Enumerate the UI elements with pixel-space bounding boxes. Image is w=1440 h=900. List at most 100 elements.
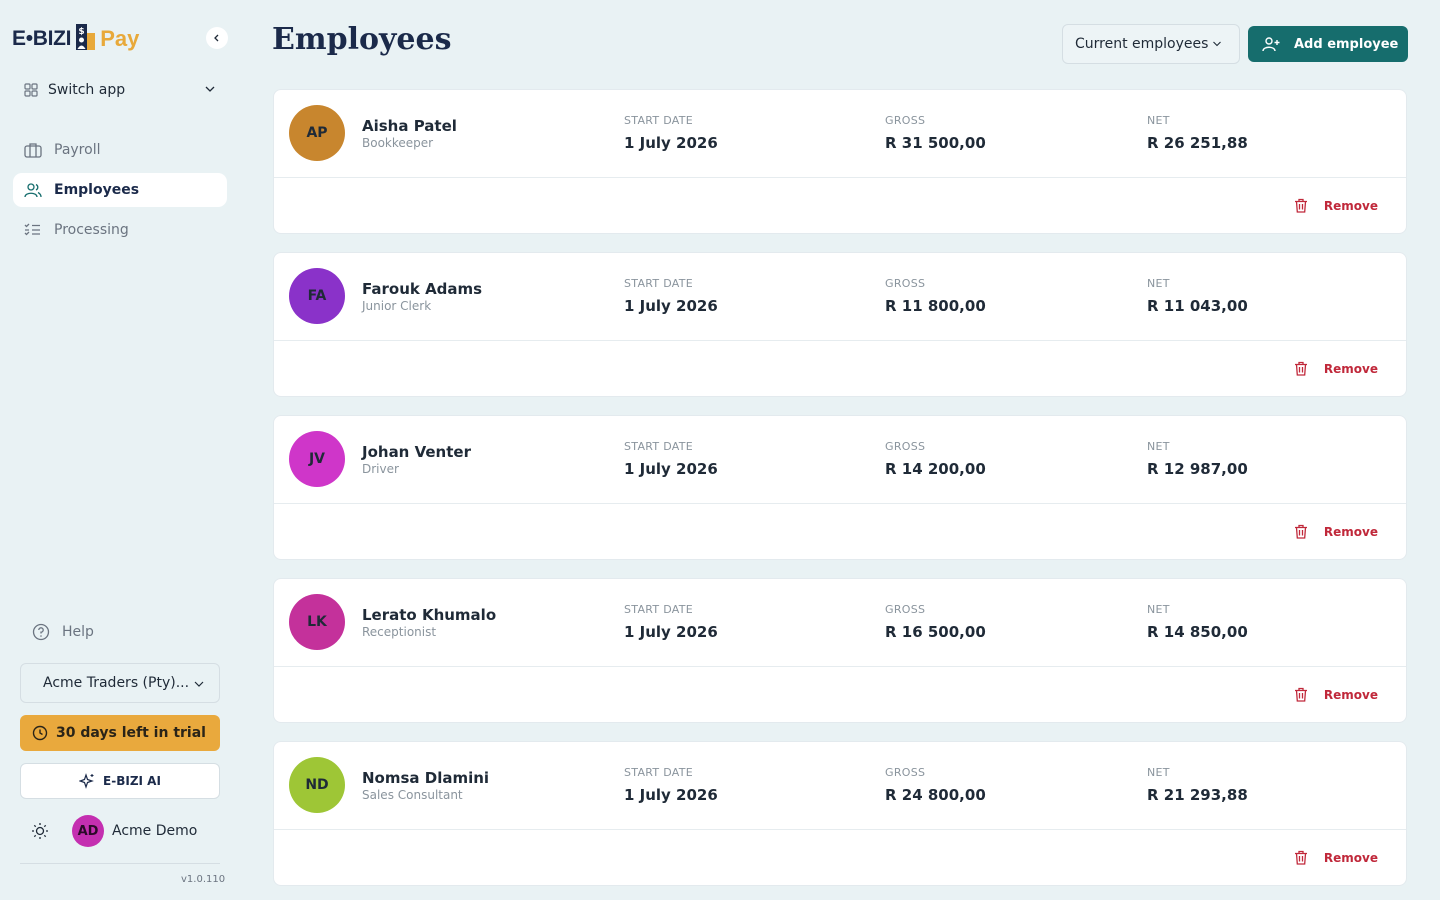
page-title: Employees bbox=[272, 22, 452, 57]
trash-icon bbox=[1294, 361, 1307, 376]
add-employee-label: Add employee bbox=[1294, 36, 1399, 52]
employee-role: Bookkeeper bbox=[362, 136, 434, 150]
employee-name: Nomsa Dlamini bbox=[362, 769, 490, 787]
avatar: LK bbox=[289, 594, 345, 650]
sparkles-icon bbox=[79, 773, 94, 789]
filter-value: Current employees bbox=[1075, 36, 1209, 52]
avatar: AP bbox=[289, 105, 345, 161]
employee-card-summary: LK Lerato Khumalo Receptionist START DAT… bbox=[274, 579, 1406, 667]
start-date-value: 1 July 2026 bbox=[624, 134, 718, 152]
avatar: JV bbox=[289, 431, 345, 487]
employee-list: AP Aisha Patel Bookkeeper START DATE 1 J… bbox=[273, 89, 1407, 900]
gross-label: GROSS bbox=[885, 766, 926, 779]
start-date-label: START DATE bbox=[624, 114, 694, 127]
employee-card[interactable]: FA Farouk Adams Junior Clerk START DATE … bbox=[273, 252, 1407, 397]
sun-icon bbox=[32, 823, 48, 839]
trial-status-button[interactable]: 30 days left in trial bbox=[20, 715, 220, 751]
brand-name: E•BIZI bbox=[12, 27, 72, 50]
employee-name: Aisha Patel bbox=[362, 117, 457, 135]
employee-card[interactable]: ND Nomsa Dlamini Sales Consultant START … bbox=[273, 741, 1407, 886]
sidebar: E•BIZI $ Pay Switch app bbox=[0, 0, 240, 900]
trash-icon bbox=[1294, 687, 1307, 702]
sidebar-nav: Payroll Employees Processing bbox=[13, 133, 227, 253]
gross-label: GROSS bbox=[885, 277, 926, 290]
gross-value: R 24 800,00 bbox=[885, 786, 986, 804]
ai-assistant-button[interactable]: E-BIZI AI bbox=[20, 763, 220, 799]
sidebar-item-processing[interactable]: Processing bbox=[13, 213, 227, 247]
switch-app-button[interactable]: Switch app bbox=[20, 78, 220, 102]
net-label: NET bbox=[1147, 440, 1170, 453]
remove-employee-button[interactable]: Remove bbox=[1294, 524, 1378, 539]
remove-employee-button[interactable]: Remove bbox=[1294, 198, 1378, 213]
employee-name: Johan Venter bbox=[362, 443, 471, 461]
employee-card[interactable]: AP Aisha Patel Bookkeeper START DATE 1 J… bbox=[273, 89, 1407, 234]
avatar: ND bbox=[289, 757, 345, 813]
remove-label: Remove bbox=[1323, 361, 1378, 376]
remove-employee-button[interactable]: Remove bbox=[1294, 850, 1378, 865]
chevron-left-icon bbox=[214, 34, 219, 42]
remove-employee-button[interactable]: Remove bbox=[1294, 687, 1378, 702]
start-date-value: 1 July 2026 bbox=[624, 786, 718, 804]
start-date-value: 1 July 2026 bbox=[624, 460, 718, 478]
clock-icon bbox=[32, 725, 48, 741]
net-label: NET bbox=[1147, 277, 1170, 290]
sidebar-item-label: Employees bbox=[54, 182, 140, 198]
start-date-label: START DATE bbox=[624, 603, 694, 616]
help-link[interactable]: Help bbox=[32, 623, 94, 641]
trial-label: 30 days left in trial bbox=[56, 725, 206, 741]
grid-icon bbox=[24, 83, 38, 97]
employee-role: Sales Consultant bbox=[362, 788, 463, 802]
employee-card-summary: FA Farouk Adams Junior Clerk START DATE … bbox=[274, 253, 1406, 341]
trash-icon bbox=[1294, 524, 1307, 539]
start-date-label: START DATE bbox=[624, 277, 694, 290]
user-menu[interactable]: AD Acme Demo bbox=[72, 815, 197, 847]
switch-app-label: Switch app bbox=[48, 82, 126, 98]
avatar-initials: FA bbox=[307, 288, 327, 304]
svg-text:$: $ bbox=[79, 27, 85, 37]
start-date-label: START DATE bbox=[624, 440, 694, 453]
sidebar-item-label: Payroll bbox=[54, 142, 101, 158]
employee-filter-select[interactable]: Current employees bbox=[1062, 24, 1240, 64]
divider bbox=[20, 863, 220, 864]
employee-role: Junior Clerk bbox=[362, 299, 432, 313]
gross-value: R 14 200,00 bbox=[885, 460, 986, 478]
net-value: R 12 987,00 bbox=[1147, 460, 1248, 478]
question-circle-icon bbox=[32, 623, 50, 641]
gross-value: R 31 500,00 bbox=[885, 134, 986, 152]
remove-employee-button[interactable]: Remove bbox=[1294, 361, 1378, 376]
gross-label: GROSS bbox=[885, 603, 926, 616]
brand-logo[interactable]: E•BIZI $ Pay bbox=[12, 24, 139, 54]
avatar-initials: JV bbox=[308, 451, 326, 467]
employee-card-summary: ND Nomsa Dlamini Sales Consultant START … bbox=[274, 742, 1406, 830]
employee-role: Driver bbox=[362, 462, 399, 476]
avatar-initials: AP bbox=[306, 125, 328, 141]
trash-icon bbox=[1294, 198, 1307, 213]
theme-toggle[interactable] bbox=[31, 822, 49, 840]
company-select[interactable]: Acme Traders (Pty)... bbox=[20, 663, 220, 703]
net-value: R 11 043,00 bbox=[1147, 297, 1248, 315]
chevron-down-icon bbox=[205, 86, 215, 92]
start-date-label: START DATE bbox=[624, 766, 694, 779]
employee-card[interactable]: JV Johan Venter Driver START DATE 1 July… bbox=[273, 415, 1407, 560]
brand-mark-icon: $ bbox=[74, 23, 96, 55]
trash-icon bbox=[1294, 850, 1307, 865]
sidebar-item-payroll[interactable]: Payroll bbox=[13, 133, 227, 167]
net-label: NET bbox=[1147, 766, 1170, 779]
collapse-sidebar-button[interactable] bbox=[206, 27, 228, 49]
net-value: R 21 293,88 bbox=[1147, 786, 1248, 804]
add-employee-button[interactable]: Add employee bbox=[1248, 26, 1408, 62]
version-label: v1.0.110 bbox=[181, 874, 226, 885]
avatar: AD bbox=[72, 815, 104, 847]
sidebar-item-employees[interactable]: Employees bbox=[13, 173, 227, 207]
net-value: R 26 251,88 bbox=[1147, 134, 1248, 152]
employee-card[interactable]: LK Lerato Khumalo Receptionist START DAT… bbox=[273, 578, 1407, 723]
start-date-value: 1 July 2026 bbox=[624, 297, 718, 315]
help-label: Help bbox=[62, 624, 94, 640]
brand-suffix: Pay bbox=[100, 26, 140, 51]
company-name: Acme Traders (Pty)... bbox=[43, 675, 190, 691]
employee-name: Lerato Khumalo bbox=[362, 606, 497, 624]
employee-role: Receptionist bbox=[362, 625, 437, 639]
gross-label: GROSS bbox=[885, 114, 926, 127]
gross-value: R 16 500,00 bbox=[885, 623, 986, 641]
ai-label: E-BIZI AI bbox=[103, 774, 161, 788]
